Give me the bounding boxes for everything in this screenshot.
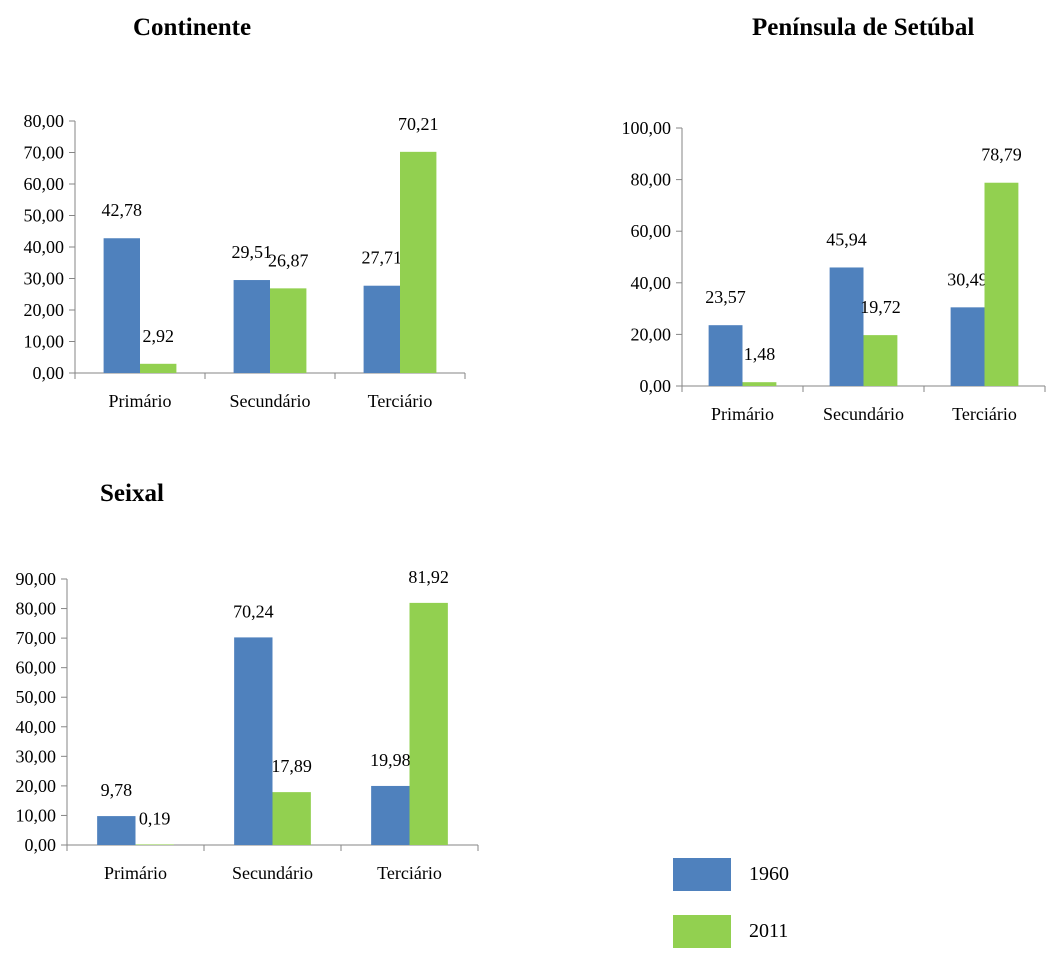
data-label-1960-Secundário: 45,94	[826, 229, 867, 249]
y-tick-label: 0,00	[33, 363, 65, 383]
chart-title-peninsula-setubal: Península de Setúbal	[752, 14, 975, 41]
x-tick-label: Terciário	[377, 863, 442, 883]
legend-swatch-2011	[673, 915, 731, 948]
bar-1960-Terciário	[371, 785, 410, 845]
data-label-1960-Primário: 9,78	[101, 780, 133, 800]
y-tick-label: 70,00	[16, 628, 57, 648]
y-tick-label: 10,00	[16, 805, 57, 825]
x-tick-label: Secundário	[230, 391, 311, 411]
data-label-2011-Terciário: 70,21	[398, 114, 439, 134]
y-tick-label: 20,00	[24, 300, 65, 320]
chart-peninsula-setubal: 0,00 20,00 40,00 60,00 80,00 100,00 Primário 23…	[622, 118, 1046, 424]
bar-2011-Primário	[135, 844, 174, 845]
bar-2011-Terciário	[984, 182, 1019, 386]
y-tick-label: 90,00	[16, 569, 57, 589]
chart-continente: 0,00 10,00 20,00 30,00 40,00 50,00 60,00 70,00 8…	[24, 111, 466, 411]
y-tick-label: 50,00	[16, 687, 57, 707]
y-tick-label: 60,00	[631, 221, 672, 241]
y-tick-label: 20,00	[16, 776, 57, 796]
y-tick-label: 100,00	[622, 118, 672, 138]
chart-title-continente: Continente	[133, 14, 252, 41]
bar-2011-Secundário	[863, 335, 898, 386]
data-label-2011-Primário: 2,92	[142, 326, 174, 346]
legend-item-2011: 2011	[673, 915, 788, 948]
data-label-2011-Secundário: 17,89	[271, 756, 312, 776]
y-tick-label: 80,00	[16, 599, 57, 619]
legend-label-1960: 1960	[749, 863, 789, 885]
data-label-1960-Secundário: 29,51	[232, 242, 273, 262]
y-tick-label: 60,00	[24, 174, 65, 194]
data-label-1960-Terciário: 19,98	[370, 750, 411, 770]
y-tick-label: 80,00	[24, 111, 65, 131]
bar-2011-Secundário	[272, 792, 311, 845]
bar-2011-Primário	[140, 363, 177, 373]
y-tick-label: 70,00	[24, 143, 65, 163]
data-label-1960-Primário: 42,78	[102, 200, 143, 220]
bar-1960-Terciário	[363, 285, 400, 373]
legend-label-2011: 2011	[749, 920, 789, 942]
bar-1960-Primário	[103, 238, 140, 373]
data-label-2011-Primário: 0,19	[139, 808, 171, 828]
x-tick-label: Primário	[711, 404, 774, 424]
y-tick-label: 0,00	[25, 835, 57, 855]
bar-2011-Primário	[742, 382, 777, 386]
data-label-2011-Terciário: 81,92	[408, 567, 449, 587]
data-label-1960-Primário: 23,57	[705, 287, 746, 307]
chart-seixal: 0,00 10,00 20,00 30,00 40,00 50,00 60,00 70,00 8…	[16, 567, 479, 883]
bar-2011-Secundário	[270, 288, 307, 373]
y-tick-label: 40,00	[631, 273, 672, 293]
x-tick-label: Terciário	[952, 404, 1017, 424]
data-label-2011-Primário: 1,48	[744, 344, 776, 364]
data-label-2011-Secundário: 26,87	[268, 250, 309, 270]
bar-2011-Terciário	[400, 151, 437, 373]
x-tick-label: Secundário	[823, 404, 904, 424]
data-label-1960-Secundário: 70,24	[233, 601, 274, 621]
bar-1960-Terciário	[950, 307, 985, 386]
y-tick-label: 80,00	[631, 170, 672, 190]
data-label-1960-Terciário: 27,71	[362, 248, 403, 268]
x-tick-label: Primário	[109, 391, 172, 411]
y-tick-label: 40,00	[24, 237, 65, 257]
data-label-2011-Secundário: 19,72	[860, 297, 901, 317]
y-tick-label: 50,00	[24, 206, 65, 226]
y-tick-label: 40,00	[16, 717, 57, 737]
bar-1960-Secundário	[234, 637, 273, 845]
x-tick-label: Primário	[104, 863, 167, 883]
bar-1960-Secundário	[829, 267, 864, 386]
y-tick-label: 10,00	[24, 332, 65, 352]
bar-2011-Terciário	[409, 602, 448, 845]
bar-1960-Primário	[708, 325, 743, 386]
x-tick-label: Secundário	[232, 863, 313, 883]
x-tick-label: Terciário	[368, 391, 433, 411]
y-tick-label: 20,00	[631, 324, 672, 344]
y-tick-label: 60,00	[16, 658, 57, 678]
data-label-2011-Terciário: 78,79	[981, 145, 1022, 165]
data-label-1960-Terciário: 30,49	[947, 269, 988, 289]
chart-title-seixal: Seixal	[100, 480, 164, 507]
y-tick-label: 30,00	[16, 746, 57, 766]
bar-1960-Secundário	[233, 280, 270, 373]
bar-1960-Primário	[97, 816, 136, 845]
legend-swatch-1960	[673, 858, 731, 891]
y-tick-label: 30,00	[24, 269, 65, 289]
y-tick-label: 0,00	[640, 376, 672, 396]
legend-item-1960: 1960	[673, 858, 789, 891]
